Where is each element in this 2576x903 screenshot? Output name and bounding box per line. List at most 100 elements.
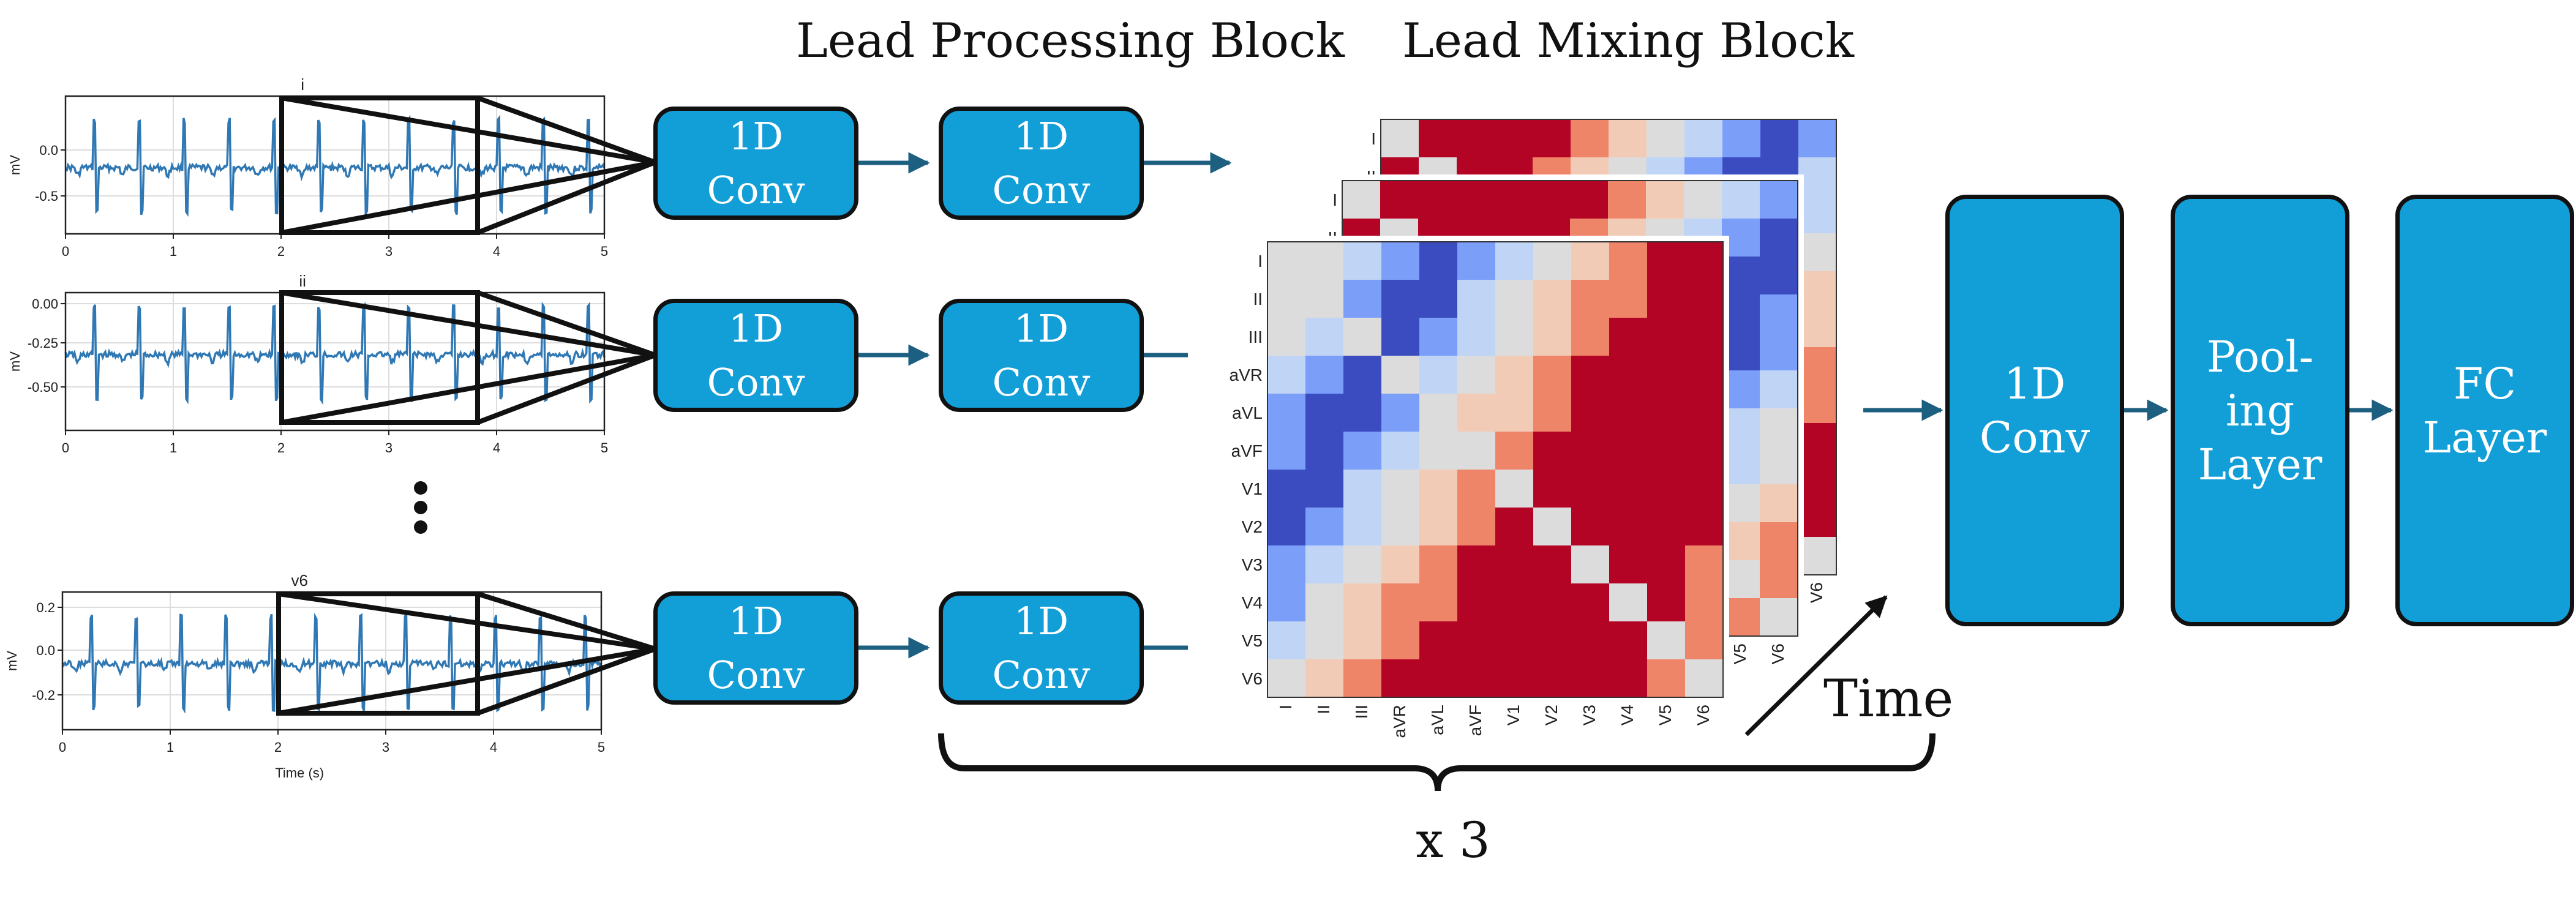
heatmap-cell bbox=[1533, 280, 1571, 318]
funnel-line bbox=[281, 160, 656, 235]
heatmap-cell bbox=[1609, 242, 1647, 280]
heatmap-cell bbox=[1495, 280, 1533, 318]
heatmap-cell bbox=[1343, 583, 1381, 621]
heatmap-cell bbox=[1343, 394, 1381, 432]
heatmap-cell bbox=[1267, 242, 1305, 280]
heatmap-cell bbox=[1381, 545, 1419, 583]
heatmap-col-label: aVF bbox=[1466, 705, 1485, 736]
heatmap-col-label: V6 bbox=[1694, 705, 1713, 725]
heatmap-cell bbox=[1533, 394, 1571, 432]
xtick-label: 1 bbox=[167, 740, 174, 755]
heatmap-cell bbox=[1647, 470, 1685, 508]
heatmap-col-label: I bbox=[1276, 705, 1295, 710]
heatmap-cell bbox=[1495, 119, 1533, 157]
heatmap-cell bbox=[1722, 181, 1760, 219]
heatmap-cell bbox=[1305, 356, 1343, 394]
heatmap-cell bbox=[1305, 318, 1343, 356]
heatmap-cell bbox=[1381, 356, 1419, 394]
heatmap-cell bbox=[1798, 499, 1836, 537]
heatmap-cell bbox=[1419, 394, 1457, 432]
ytick-label: -0.2 bbox=[32, 688, 55, 703]
conv-block-lead-ii-2: 1D Conv bbox=[939, 299, 1144, 412]
heatmap-cell bbox=[1571, 470, 1609, 508]
heatmap-cell bbox=[1685, 621, 1723, 659]
heatmap-cell bbox=[1570, 181, 1608, 219]
heatmap-cell bbox=[1381, 280, 1419, 318]
heatmap-cell bbox=[1571, 119, 1609, 157]
heatmap-cell bbox=[1685, 394, 1723, 432]
heatmap-cell bbox=[1267, 470, 1305, 508]
heatmap-cell bbox=[1305, 545, 1343, 583]
heatmap-cell bbox=[1760, 560, 1798, 598]
heatmap-cell bbox=[1457, 119, 1495, 157]
lead-mixing-header: Lead Mixing Block bbox=[1402, 13, 1855, 69]
ellipsis-dot bbox=[414, 501, 427, 514]
window-rect bbox=[276, 591, 480, 716]
heatmap-cell bbox=[1305, 432, 1343, 470]
heatmap-cell bbox=[1418, 181, 1456, 219]
funnel-line bbox=[281, 353, 656, 425]
heatmap-cell bbox=[1571, 545, 1609, 583]
heatmap-cell bbox=[1457, 356, 1495, 394]
heatmap-cell bbox=[1533, 318, 1571, 356]
xtick-label: 2 bbox=[274, 740, 282, 755]
repeat-label: x 3 bbox=[1416, 812, 1490, 869]
heatmap-cell bbox=[1571, 280, 1609, 318]
heatmap-cell bbox=[1609, 621, 1647, 659]
heatmap-cell bbox=[1609, 318, 1647, 356]
window-funnel bbox=[276, 591, 656, 716]
heatmap-cell bbox=[1760, 408, 1798, 446]
heatmap-cell bbox=[1456, 181, 1494, 219]
heatmap-cell bbox=[1798, 157, 1836, 195]
heatmap-cell bbox=[1305, 659, 1343, 697]
heatmap-cell bbox=[1646, 181, 1684, 219]
funnel-line bbox=[281, 290, 656, 358]
xtick-label: 0 bbox=[62, 244, 69, 259]
heatmap-cell bbox=[1647, 318, 1685, 356]
xtick-label: 5 bbox=[601, 244, 608, 259]
window-rect bbox=[279, 290, 480, 425]
heatmap-cell bbox=[1457, 470, 1495, 508]
heatmap-col-label: III bbox=[1352, 705, 1371, 719]
heatmap-cell bbox=[1609, 356, 1647, 394]
heatmap-cell bbox=[1495, 432, 1533, 470]
xtick-label: 3 bbox=[385, 440, 392, 455]
heatmap-cell bbox=[1495, 318, 1533, 356]
xtick-label: 0 bbox=[62, 440, 69, 455]
final-conv-block: 1D Conv bbox=[1945, 195, 2124, 626]
heatmap-cell bbox=[1419, 583, 1457, 621]
conv-block-lead-ii-1: 1D Conv bbox=[653, 299, 858, 412]
heatmap-cell bbox=[1457, 318, 1495, 356]
heatmap-cell bbox=[1533, 659, 1571, 697]
ellipsis-dot bbox=[414, 520, 427, 534]
heatmap-cell bbox=[1647, 545, 1685, 583]
heatmap-cell bbox=[1647, 119, 1684, 157]
plot-title: v6 bbox=[291, 571, 307, 590]
heatmap-cell bbox=[1343, 470, 1381, 508]
heatmap-cell bbox=[1267, 508, 1305, 545]
heatmap-row-label: V4 bbox=[1242, 593, 1263, 612]
ellipsis-dot bbox=[414, 481, 427, 495]
heatmap-cell bbox=[1419, 545, 1457, 583]
heatmap-cell bbox=[1457, 394, 1495, 432]
heatmap-row-label: I bbox=[1258, 252, 1263, 271]
heatmap-row-label: V2 bbox=[1242, 517, 1263, 536]
heatmap-cell bbox=[1798, 347, 1836, 385]
heatmap-cell bbox=[1798, 309, 1836, 347]
heatmap-frame bbox=[1267, 241, 1724, 698]
heatmap-row-label: I bbox=[1332, 190, 1337, 209]
heatmap-cell bbox=[1609, 119, 1647, 157]
heatmap-cell bbox=[1798, 119, 1836, 157]
heatmap-cell bbox=[1685, 508, 1723, 545]
heatmap-cell bbox=[1798, 195, 1836, 233]
heatmap-cell bbox=[1760, 446, 1798, 484]
heatmap-cell bbox=[1647, 242, 1685, 280]
heatmap-cell bbox=[1798, 385, 1836, 423]
heatmap-cell bbox=[1798, 461, 1836, 499]
xtick-label: 0 bbox=[59, 740, 66, 755]
window-rect bbox=[279, 96, 480, 235]
heatmap-cell bbox=[1457, 659, 1495, 697]
heatmap-col-label: aVL bbox=[1428, 705, 1447, 735]
ytick-label: 0.2 bbox=[36, 600, 55, 615]
